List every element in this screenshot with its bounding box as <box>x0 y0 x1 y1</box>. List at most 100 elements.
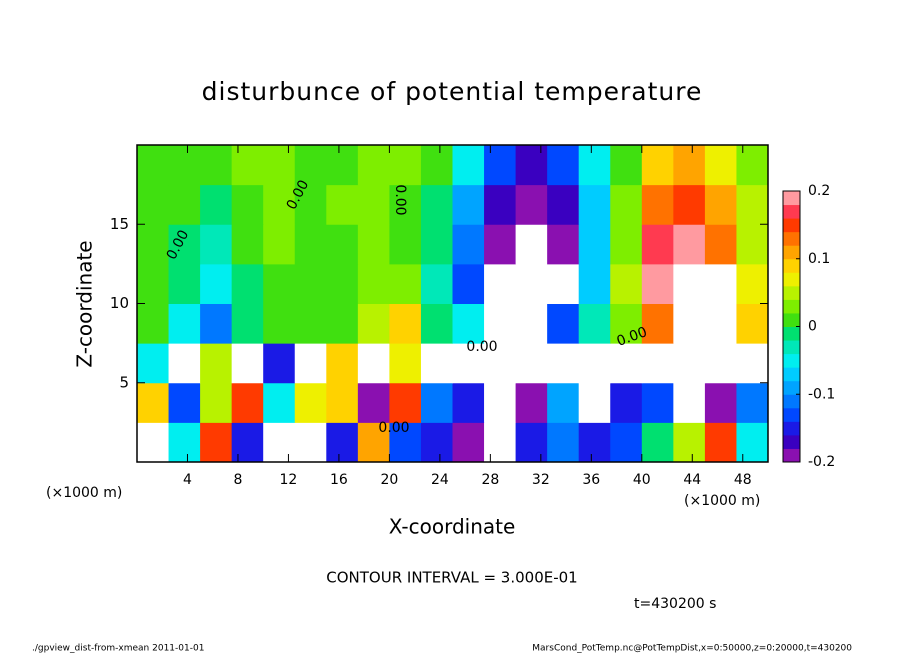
heat-cell <box>168 343 201 384</box>
heat-cell <box>547 382 580 423</box>
colorbar-tick-label: 0.2 <box>808 183 830 199</box>
heat-cell <box>389 422 422 463</box>
colorbar-swatch <box>783 340 800 355</box>
heat-cell <box>389 303 422 344</box>
heat-cell <box>673 224 706 265</box>
heat-cell <box>547 145 580 186</box>
heat-cell <box>263 303 296 344</box>
heat-cell <box>231 184 264 225</box>
colorbar-swatch <box>783 312 800 327</box>
heat-cell <box>200 184 233 225</box>
heat-cell <box>294 224 327 265</box>
heat-cell <box>484 184 517 225</box>
heat-cell <box>420 382 453 423</box>
heat-cell <box>673 145 706 186</box>
footer-left: ./gpview_dist-from-xmean 2011-01-01 <box>32 644 204 654</box>
x-tick-label: 24 <box>431 472 449 488</box>
heat-cell <box>389 382 422 423</box>
colorbar-tick-label: 0 <box>808 319 817 335</box>
heat-cell <box>578 145 611 186</box>
heat-cell <box>578 343 611 384</box>
colorbar-swatch <box>783 407 800 422</box>
x-tick-label: 48 <box>734 472 752 488</box>
chart-title: disturbunce of potential temperature <box>202 77 703 106</box>
heat-cell <box>200 382 233 423</box>
x-tick-label: 44 <box>683 472 701 488</box>
heat-cell <box>263 224 296 265</box>
heat-cell <box>736 184 769 225</box>
y-tick-label: 10 <box>110 294 129 312</box>
heat-cell <box>673 263 706 304</box>
colorbar-tick-label: 0.1 <box>808 251 830 267</box>
heat-cell <box>484 263 517 304</box>
heat-cell <box>704 343 737 384</box>
heat-cell <box>736 422 769 463</box>
heat-cell <box>736 303 769 344</box>
heat-cell <box>578 263 611 304</box>
heat-cell <box>610 422 643 463</box>
heat-cell <box>137 145 170 186</box>
heat-cell <box>389 343 422 384</box>
heat-cell <box>641 422 674 463</box>
heat-cell <box>420 422 453 463</box>
heat-cell <box>484 382 517 423</box>
heat-cell <box>547 303 580 344</box>
heat-cell <box>515 145 548 186</box>
heat-cell <box>420 303 453 344</box>
colorbar-swatch <box>783 367 800 382</box>
heat-cell <box>452 224 485 265</box>
heat-cell <box>200 145 233 186</box>
heat-cell <box>420 145 453 186</box>
y-tick-label: 5 <box>119 373 129 391</box>
heat-cell <box>326 224 359 265</box>
x-unit-label: (×1000 m) <box>684 493 760 509</box>
heat-cell <box>641 343 674 384</box>
colorbar-swatch <box>783 326 800 341</box>
heat-cell <box>641 382 674 423</box>
heat-cell <box>357 303 390 344</box>
heat-cell <box>168 263 201 304</box>
colorbar-swatch <box>783 299 800 314</box>
heat-cell <box>200 263 233 304</box>
heat-cell <box>515 382 548 423</box>
heat-cell <box>484 224 517 265</box>
heat-cell <box>326 184 359 225</box>
heat-cell <box>137 422 170 463</box>
heat-cell <box>736 343 769 384</box>
heat-cell <box>578 224 611 265</box>
heat-cell <box>736 263 769 304</box>
heat-cell <box>231 343 264 384</box>
heat-cell <box>294 422 327 463</box>
heat-cell <box>673 303 706 344</box>
heat-cell <box>420 263 453 304</box>
heat-cell <box>326 263 359 304</box>
heat-cell <box>137 184 170 225</box>
heat-cell <box>200 422 233 463</box>
heat-cell <box>263 382 296 423</box>
x-tick-label: 4 <box>183 472 192 488</box>
contour-label: 0.00 <box>392 184 408 215</box>
heat-cell <box>641 224 674 265</box>
heat-cell <box>263 145 296 186</box>
heat-cell <box>263 422 296 463</box>
heat-cell <box>231 145 264 186</box>
heat-cell <box>263 184 296 225</box>
heat-cell <box>641 184 674 225</box>
time-label: t=430200 s <box>634 596 716 612</box>
heat-cell <box>231 382 264 423</box>
heat-cell <box>231 263 264 304</box>
contour-label: 0.00 <box>378 420 409 436</box>
heat-cell <box>326 145 359 186</box>
heat-cell <box>452 145 485 186</box>
heat-cell <box>294 184 327 225</box>
heat-cell <box>610 382 643 423</box>
footer-right: MarsCond_PotTemp.nc@PotTempDist,x=0:5000… <box>532 644 852 654</box>
heat-cell <box>137 382 170 423</box>
heat-cell <box>137 303 170 344</box>
heat-cell <box>357 145 390 186</box>
heat-cell <box>641 263 674 304</box>
heat-cell <box>357 263 390 304</box>
heat-cell <box>168 382 201 423</box>
heat-cell <box>326 422 359 463</box>
heat-cell <box>326 382 359 423</box>
